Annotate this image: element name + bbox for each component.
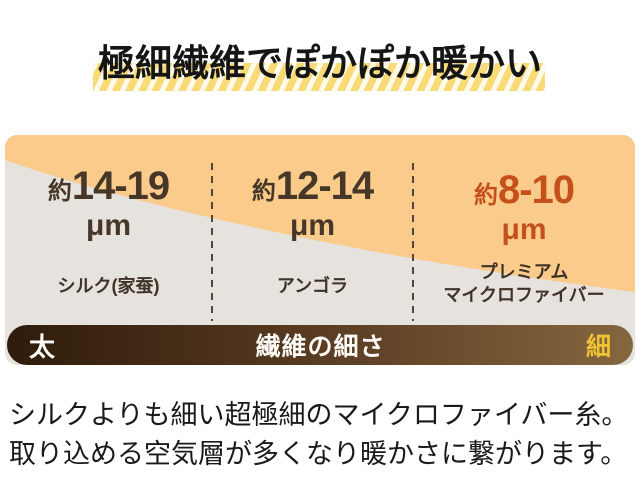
microfiber-range: 8-10 <box>497 168 575 212</box>
column-microfiber: 約8-10 μm プレミアム マイクロファイバー <box>413 135 635 325</box>
angora-label: アンゴラ <box>276 276 349 296</box>
microfiber-diameter-value: 約8-10 <box>413 167 635 222</box>
microfiber-label-line1: プレミアム <box>479 262 569 282</box>
angora-range: 12-14 <box>275 164 374 208</box>
page-title: 極細繊維でぽかぽか暖かい <box>98 43 542 84</box>
fineness-axis-bar: 太 繊維の細さ 細 <box>7 325 633 365</box>
description-line-1: シルクよりも細い超極細のマイクロファイバー糸。 <box>9 400 629 430</box>
column-silk: 約14-19 μm シルク(家蚕) <box>5 135 212 325</box>
microfiber-unit: μm <box>501 213 547 246</box>
microfiber-label-line2: マイクロファイバー <box>443 285 605 305</box>
axis-title: 繊維の細さ <box>255 333 386 361</box>
silk-approx-prefix: 約 <box>47 178 72 205</box>
silk-label: シルク(家蚕) <box>57 276 160 296</box>
axis-thin-label: 細 <box>585 333 611 361</box>
fineness-curve-background <box>5 160 635 365</box>
axis-thick-label: 太 <box>29 331 56 362</box>
fiber-fineness-chart: 約14-19 μm シルク(家蚕) 約12-14 μm アンゴラ 約8-10 μ… <box>5 135 635 365</box>
silk-diameter-value: 約14-19 <box>5 163 212 218</box>
gray-underlay-shape <box>5 160 635 365</box>
silk-unit: μm <box>85 209 132 242</box>
title-highlight-band <box>93 63 545 91</box>
microfiber-label: プレミアム マイクロファイバー <box>413 261 635 307</box>
angora-unit: μm <box>289 209 336 242</box>
description-text: シルクよりも細い超極細のマイクロファイバー糸。 取り込める空気層が多くなり暖かさ… <box>9 396 637 474</box>
silk-range: 14-19 <box>71 164 170 208</box>
microfiber-approx-prefix: 約 <box>473 182 498 209</box>
angora-approx-prefix: 約 <box>251 178 276 205</box>
angora-diameter-value: 約12-14 <box>212 163 413 218</box>
description-line-2: 取り込める空気層が多くなり暖かさに繋がります。 <box>9 439 628 469</box>
column-angora: 約12-14 μm アンゴラ <box>212 135 413 325</box>
